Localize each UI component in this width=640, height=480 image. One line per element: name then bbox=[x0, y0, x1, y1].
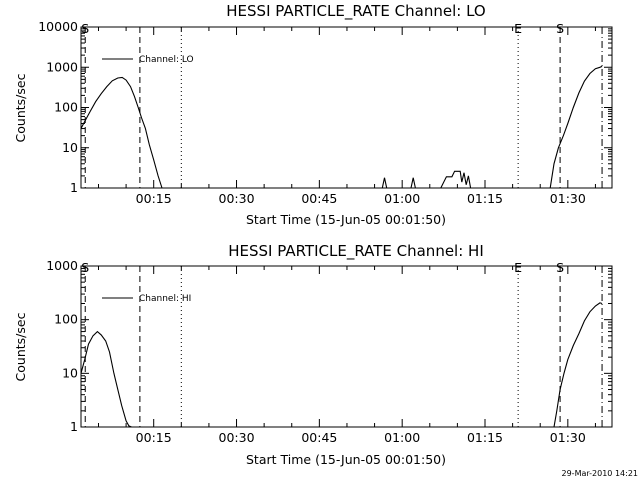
x-tick-label: 00:45 bbox=[301, 191, 337, 206]
y-tick-label: 1 bbox=[70, 419, 78, 434]
marker-label: S bbox=[81, 260, 89, 275]
y-tick-label: 10 bbox=[62, 140, 78, 155]
series-line bbox=[80, 330, 132, 428]
chart-panel-hi: HESSI PARTICLE_RATE Channel: HI Counts/s… bbox=[13, 242, 613, 467]
x-tick-label: 01:00 bbox=[384, 430, 420, 445]
legend-label: Channel: LO bbox=[139, 55, 194, 65]
series-line bbox=[410, 177, 416, 189]
x-tick-label: 01:30 bbox=[550, 430, 586, 445]
chart-legend: Channel: LO bbox=[102, 55, 194, 65]
series-line bbox=[553, 302, 603, 428]
y-tick-label: 100 bbox=[54, 312, 78, 327]
y-axis-label: Counts/sec bbox=[13, 312, 28, 381]
chart-title: HESSI PARTICLE_RATE Channel: HI bbox=[228, 242, 484, 261]
y-tick-label: 10000 bbox=[38, 19, 78, 34]
series-line bbox=[80, 76, 163, 189]
x-tick-label: 01:15 bbox=[467, 191, 503, 206]
x-tick-label: 00:45 bbox=[301, 430, 337, 445]
x-tick-label: 01:00 bbox=[384, 191, 420, 206]
legend-label: Channel: HI bbox=[139, 294, 191, 304]
x-tick-label: 00:15 bbox=[136, 191, 172, 206]
series-line bbox=[549, 65, 603, 189]
marker-label: S bbox=[556, 21, 564, 36]
y-tick-label: 1000 bbox=[46, 258, 78, 273]
x-tick-label: 01:30 bbox=[550, 191, 586, 206]
chart-panel-lo: HESSI PARTICLE_RATE Channel: LO Counts/s… bbox=[13, 2, 613, 227]
y-tick-label: 1000 bbox=[46, 59, 78, 74]
x-axis-label: Start Time (15-Jun-05 00:01:50) bbox=[246, 452, 446, 467]
x-tick-label: 00:30 bbox=[219, 430, 255, 445]
x-tick-label: 00:15 bbox=[136, 430, 172, 445]
marker-label: S bbox=[556, 260, 564, 275]
x-tick-label: 01:15 bbox=[467, 430, 503, 445]
y-tick-label: 10 bbox=[62, 365, 78, 380]
x-axis-label: Start Time (15-Jun-05 00:01:50) bbox=[246, 212, 446, 227]
x-tick-label: 00:30 bbox=[219, 191, 255, 206]
y-tick-label: 1 bbox=[70, 180, 78, 195]
series-line bbox=[440, 170, 472, 189]
chart-legend: Channel: HI bbox=[102, 294, 191, 304]
marker-label: S bbox=[81, 21, 89, 36]
y-tick-label: 100 bbox=[54, 100, 78, 115]
timestamp: 29-Mar-2010 14:21 bbox=[562, 469, 639, 478]
marker-label: E bbox=[514, 21, 522, 36]
plot-frame bbox=[80, 265, 613, 428]
plot-frame bbox=[80, 26, 613, 189]
chart-title: HESSI PARTICLE_RATE Channel: LO bbox=[226, 2, 485, 21]
marker-label: E bbox=[514, 260, 522, 275]
series-line bbox=[381, 177, 388, 189]
y-axis-label: Counts/sec bbox=[13, 73, 28, 142]
